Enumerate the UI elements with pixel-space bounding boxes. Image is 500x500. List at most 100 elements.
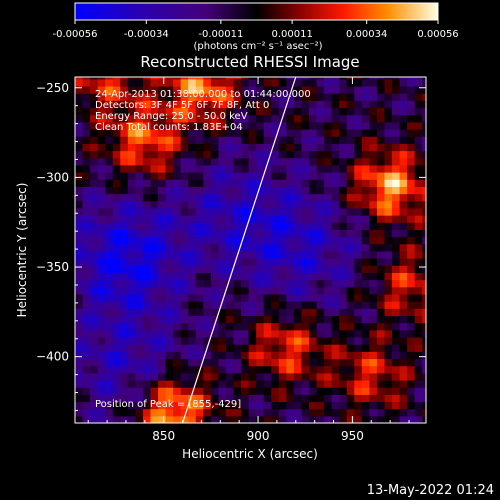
heatmap-cell <box>180 143 189 152</box>
heatmap-cell <box>392 344 401 352</box>
heatmap-cell <box>346 265 355 274</box>
heatmap-cell <box>256 200 265 209</box>
heatmap-cell <box>173 128 182 137</box>
heatmap-cell <box>407 329 416 338</box>
heatmap-cell <box>361 164 370 173</box>
heatmap-cell <box>263 150 272 159</box>
heatmap-cell <box>369 315 378 324</box>
heatmap-cell <box>203 229 212 238</box>
heatmap-cell <box>241 114 250 123</box>
heatmap-cell <box>75 121 84 130</box>
heatmap-cell <box>120 93 129 101</box>
heatmap-cell <box>301 250 310 259</box>
heatmap-cell <box>361 415 370 423</box>
heatmap-cell <box>195 372 204 381</box>
heatmap-cell <box>369 78 378 87</box>
heatmap-cell <box>210 78 220 87</box>
heatmap-cell <box>165 200 174 209</box>
heatmap-cell <box>263 128 272 137</box>
heatmap-cell <box>293 286 303 295</box>
heatmap-cell <box>354 85 363 94</box>
heatmap-cell <box>142 186 152 195</box>
heatmap-cell <box>293 387 303 395</box>
heatmap-cell <box>97 344 106 352</box>
heatmap-cell <box>271 351 280 360</box>
heatmap-cell <box>309 172 318 180</box>
heatmap-cell <box>248 164 257 173</box>
heatmap-cell <box>392 136 401 144</box>
heatmap-cell <box>256 172 265 180</box>
heatmap-cell <box>301 236 310 245</box>
heatmap-cell <box>112 207 121 216</box>
heatmap-cell <box>248 121 257 130</box>
heatmap-cell <box>384 387 393 395</box>
heatmap-cell <box>75 93 84 101</box>
heatmap-cell <box>301 77 310 80</box>
heatmap-cell <box>218 258 227 266</box>
heatmap-cell <box>173 77 182 80</box>
heatmap-cell <box>339 215 348 223</box>
heatmap-cell <box>150 77 159 80</box>
heatmap-cell <box>203 329 212 338</box>
heatmap-cell <box>316 301 325 309</box>
heatmap-cell <box>248 243 257 252</box>
heatmap-cell <box>120 77 129 80</box>
heatmap-cell <box>278 100 287 109</box>
heatmap-cell <box>180 401 189 410</box>
heatmap-cell <box>173 100 182 109</box>
heatmap-cell <box>346 93 355 101</box>
heatmap-cell <box>263 215 272 223</box>
heatmap-cell <box>309 93 318 101</box>
heatmap-cell <box>165 301 174 309</box>
heatmap-cell <box>218 415 227 423</box>
heatmap-cell <box>165 250 174 259</box>
heatmap-cell <box>316 279 325 288</box>
heatmap-cell <box>278 236 287 245</box>
heatmap-cell <box>301 394 310 403</box>
heatmap-cell <box>127 258 136 266</box>
heatmap-cell <box>105 358 114 367</box>
heatmap-cell <box>271 85 280 94</box>
heatmap-cell <box>309 179 318 187</box>
heatmap-cell <box>376 351 386 360</box>
heatmap-cell <box>376 215 386 223</box>
heatmap-cell <box>422 315 426 324</box>
heatmap-cell <box>218 200 227 209</box>
heatmap-cell <box>195 351 204 360</box>
heatmap-cell <box>346 186 355 195</box>
heatmap-cell <box>248 236 257 245</box>
heatmap-cell <box>248 186 257 195</box>
heatmap-cell <box>331 114 340 123</box>
heatmap-cell <box>120 172 129 180</box>
heatmap-cell <box>248 365 257 374</box>
heatmap-cell <box>120 121 129 130</box>
heatmap-cell <box>422 172 426 180</box>
heatmap-cell <box>203 379 212 388</box>
heatmap-cell <box>392 243 401 252</box>
heatmap-cell <box>422 308 426 317</box>
heatmap-cell <box>233 207 242 216</box>
heatmap-cell <box>188 401 197 410</box>
heatmap-cell <box>150 351 159 360</box>
heatmap-cell <box>127 107 136 116</box>
heatmap-cell <box>225 408 235 417</box>
heatmap-cell <box>127 301 136 309</box>
heatmap-cell <box>203 207 212 216</box>
heatmap-cell <box>263 258 272 266</box>
heatmap-cell <box>256 394 265 403</box>
heatmap-cell <box>233 279 242 288</box>
heatmap-cell <box>165 77 174 80</box>
heatmap-cell <box>180 379 189 388</box>
heatmap-cell <box>120 100 129 109</box>
heatmap-cell <box>90 222 99 230</box>
heatmap-cell <box>135 107 144 116</box>
heatmap-cell <box>97 258 106 266</box>
heatmap-cell <box>233 322 242 331</box>
heatmap-cell <box>127 186 136 195</box>
heatmap-cell <box>309 279 318 288</box>
heatmap-cell <box>180 215 189 223</box>
heatmap-cell <box>286 301 295 309</box>
heatmap-cell <box>241 236 250 245</box>
heatmap-cell <box>361 77 370 80</box>
heatmap-cell <box>346 372 355 381</box>
